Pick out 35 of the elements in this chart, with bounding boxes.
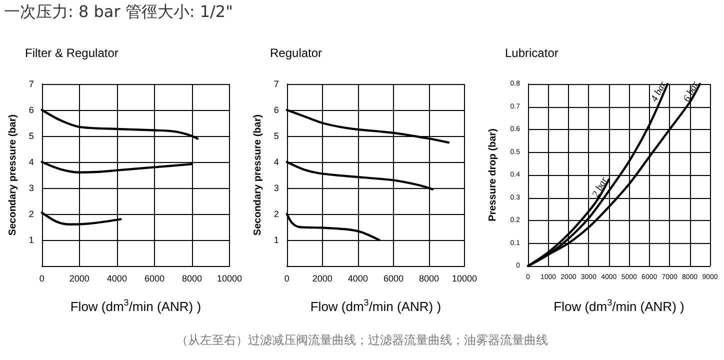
x-tick-label: 10000 xyxy=(452,274,477,284)
y-tick-label: 1 xyxy=(28,235,34,245)
y-axis-title: Pressure drop (bar) xyxy=(488,128,498,222)
y-tick-label: 5 xyxy=(274,131,279,141)
x-tick-label: 10000 xyxy=(216,274,242,284)
x-tick-label: 6000 xyxy=(383,274,404,284)
x-tick-label: 6000 xyxy=(144,274,164,284)
y-tick-label: 6 xyxy=(274,105,279,115)
y-tick-label: 4 xyxy=(28,157,34,167)
y-tick-label: 7 xyxy=(274,79,279,89)
x-tick-label: 0 xyxy=(284,274,290,284)
y-axis-title: Secondary pressure (bar) xyxy=(252,114,264,236)
y-tick-label: 6 xyxy=(28,105,34,115)
x-tick-label: 2000 xyxy=(69,274,90,284)
text: （从左至右）过滤减压阀流量曲线；过滤器流量曲线；油雾器流量曲线 xyxy=(175,332,549,349)
y-tick-label: 3 xyxy=(28,183,34,193)
text: 一次压力: 8 bar 管徑大小: 1/2" xyxy=(4,2,233,23)
x-tick-label: 8000 xyxy=(182,274,202,284)
y-tick-label: 7 xyxy=(28,79,34,89)
y-tick-label: 4 xyxy=(274,157,279,167)
x-tick-label: 4000 xyxy=(106,274,127,284)
x-tick-label: 2000 xyxy=(312,274,332,284)
x-tick-label: 0 xyxy=(39,274,44,284)
y-tick-label: 1 xyxy=(274,235,279,245)
chart-title: Regulator xyxy=(270,46,322,60)
y-tick-label: 3 xyxy=(274,183,279,193)
text: 2 bar xyxy=(590,175,610,200)
y-tick-label: 5 xyxy=(28,131,34,141)
y-axis-title: Secondary pressure (bar) xyxy=(8,114,18,236)
chart-title: Lubricator xyxy=(505,46,558,60)
x-tick-label: 8000 xyxy=(418,274,439,284)
y-tick-label: 2 xyxy=(28,209,34,219)
y-tick-label: 2 xyxy=(274,209,279,219)
chart-title: Filter & Regulator xyxy=(25,46,118,60)
x-tick-label: 4000 xyxy=(348,274,368,284)
